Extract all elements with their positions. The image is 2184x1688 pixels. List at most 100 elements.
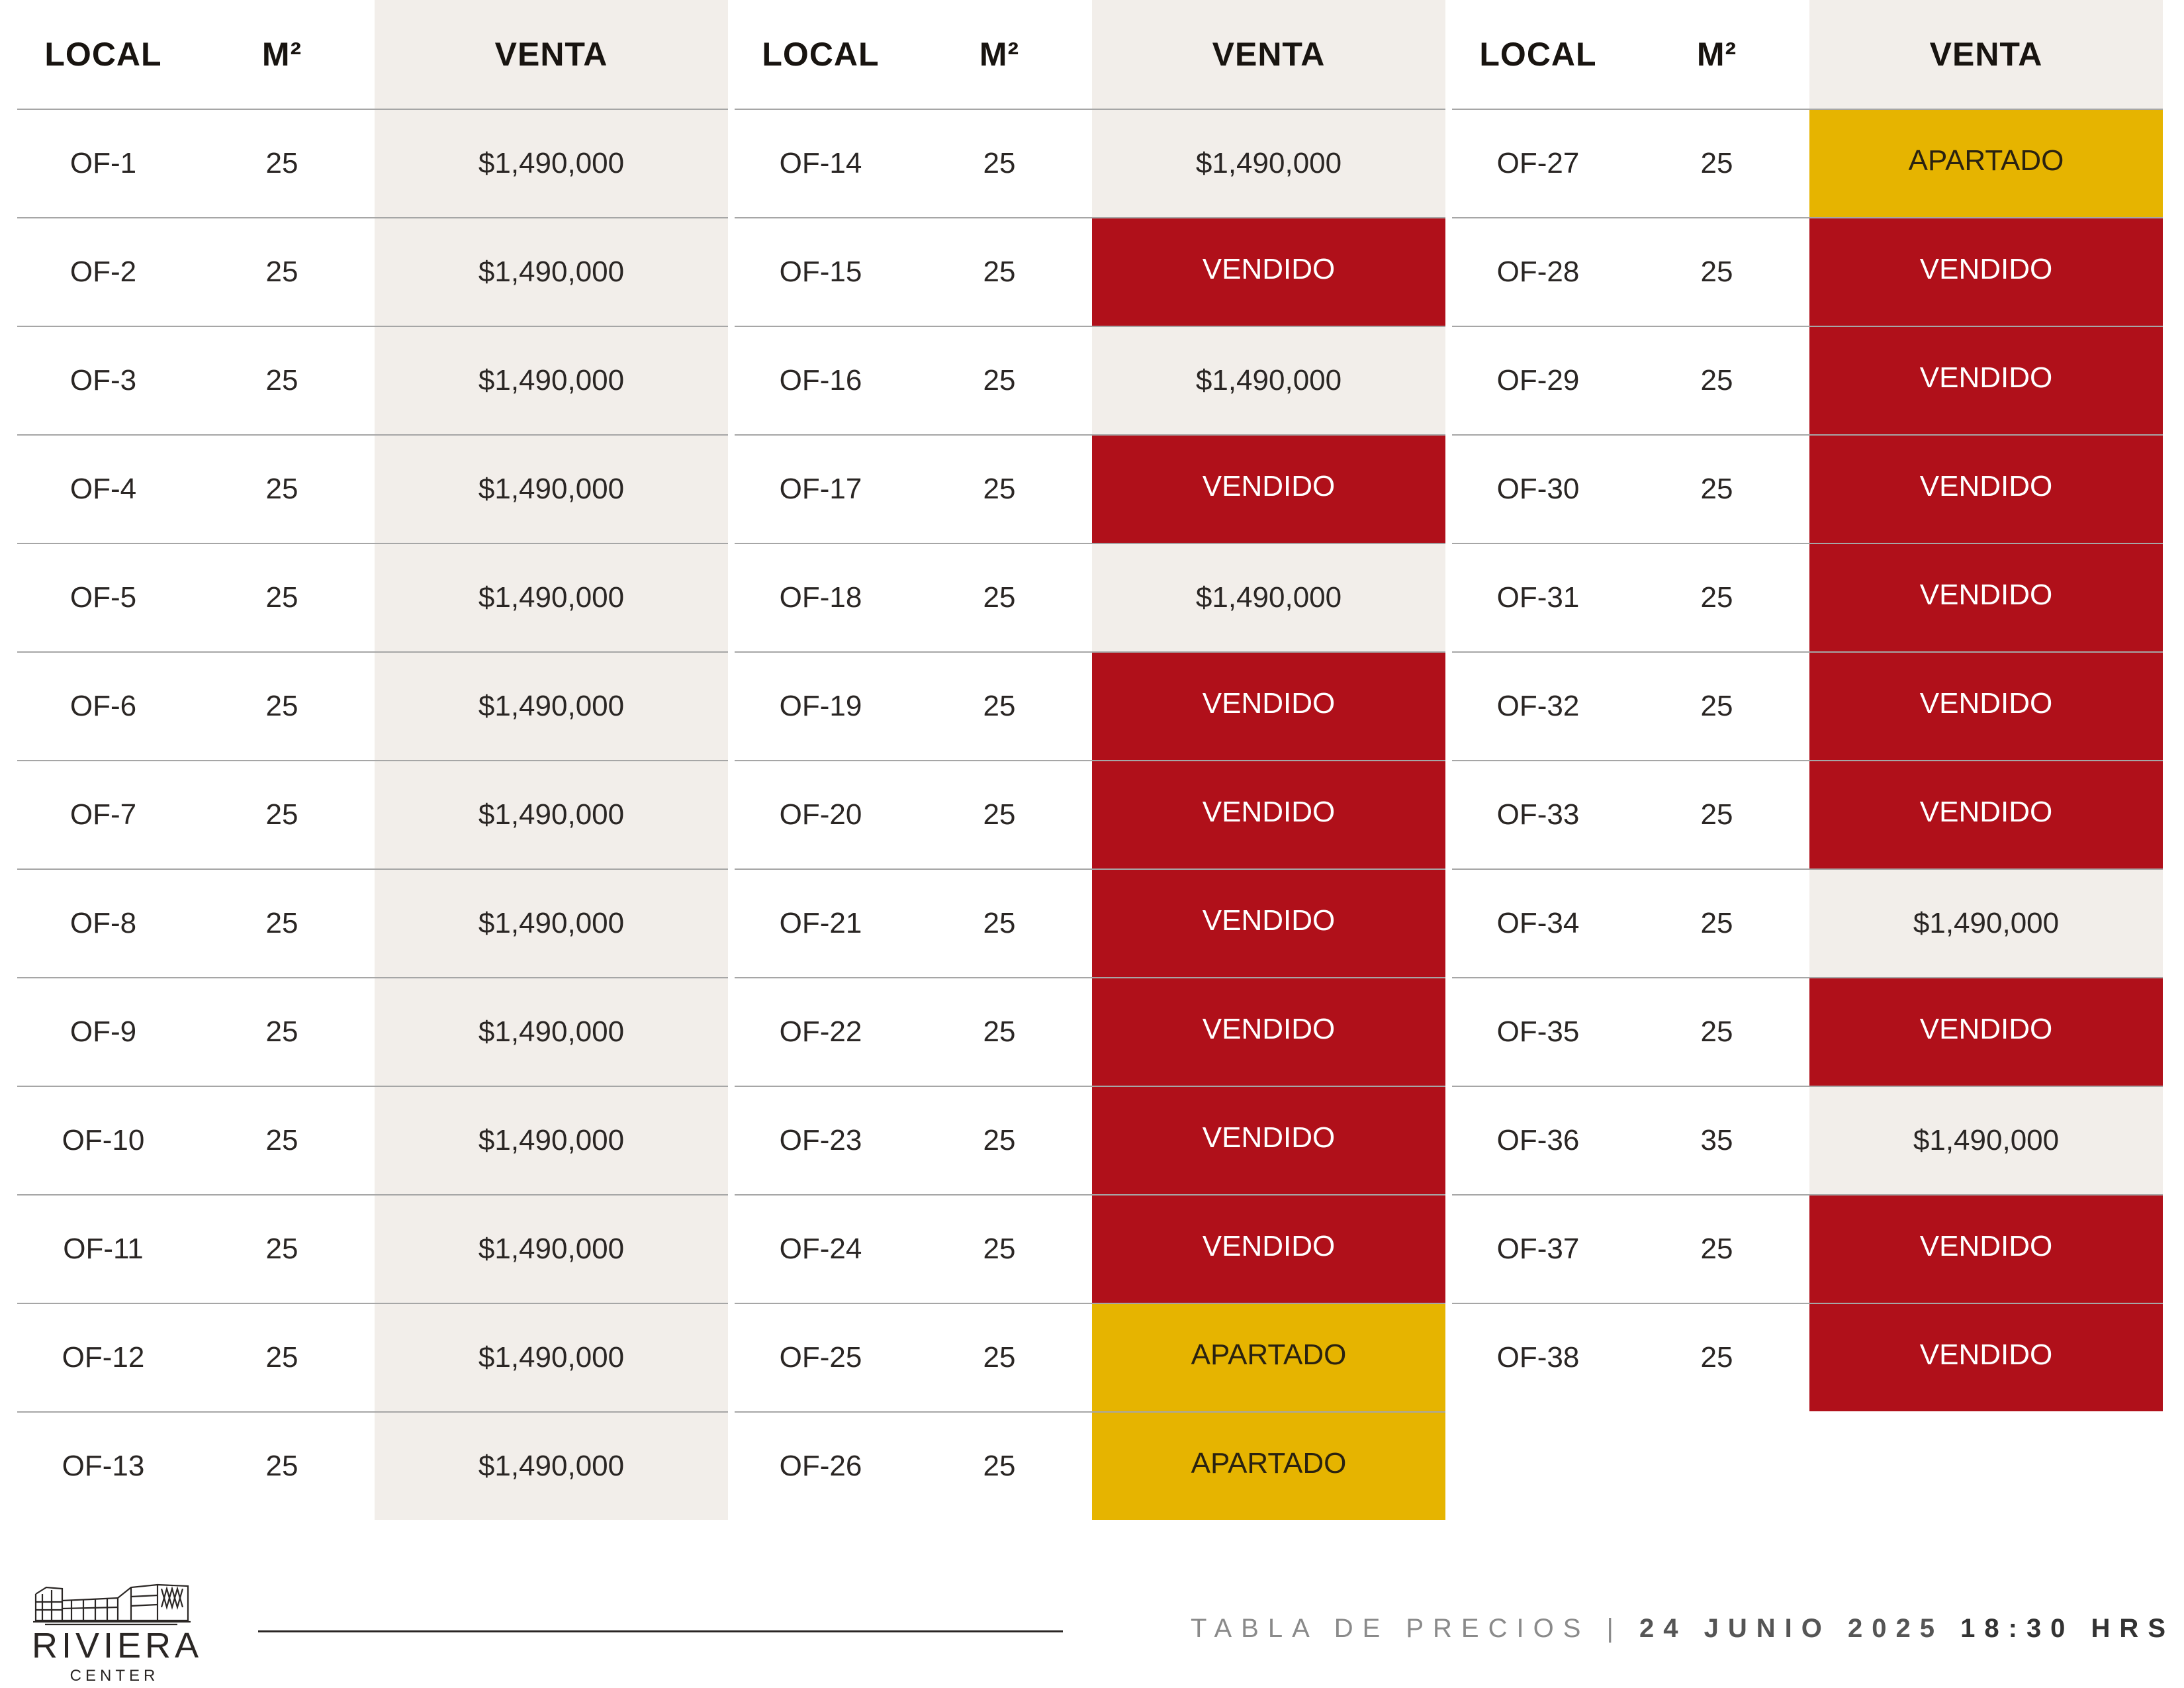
cell-local: OF-13 xyxy=(62,1450,145,1482)
cell-local: OF-22 xyxy=(779,1015,862,1048)
cell-m2: 25 xyxy=(1700,147,1733,179)
table-row: OF-32 25 VENDIDO xyxy=(1452,651,2163,760)
cell-m2: 25 xyxy=(983,581,1016,614)
price-table-3: LOCAL M² VENTA OF-27 25 APARTADO OF-28 25 VENDID… xyxy=(1452,0,2163,1520)
cell-status: VENDIDO xyxy=(1809,1196,2163,1303)
cell-local: OF-15 xyxy=(779,256,862,288)
cell-price: $1,490,000 xyxy=(375,544,728,651)
table-row: OF-18 25 $1,490,000 xyxy=(735,543,1445,651)
cell-local: OF-12 xyxy=(62,1341,145,1374)
cell-local: OF-18 xyxy=(779,581,862,614)
header-venta: VENTA xyxy=(1092,0,1445,109)
cell-status: VENDIDO xyxy=(1092,870,1445,977)
table-row: OF-21 25 VENDIDO xyxy=(735,868,1445,977)
table-row: OF-27 25 APARTADO xyxy=(1452,109,2163,217)
cell-status: VENDIDO xyxy=(1092,653,1445,760)
cell-local: OF-20 xyxy=(779,798,862,831)
table-row: OF-22 25 VENDIDO xyxy=(735,977,1445,1086)
price-table-2: LOCAL M² VENTA OF-14 25 $1,490,000 OF-15 25 VEND… xyxy=(735,0,1445,1520)
footer-label: TABLA DE PRECIOS xyxy=(1191,1614,1590,1643)
cell-price: $1,490,000 xyxy=(375,327,728,434)
cell-m2: 25 xyxy=(983,1341,1016,1374)
cell-m2: 35 xyxy=(1700,1124,1733,1156)
cell-m2: 25 xyxy=(1700,690,1733,722)
cell-local: OF-16 xyxy=(779,364,862,397)
table-row: OF-8 25 $1,490,000 xyxy=(17,868,728,977)
cell-m2: 25 xyxy=(983,1233,1016,1265)
cell-status: VENDIDO xyxy=(1809,761,2163,868)
cell-m2: 25 xyxy=(983,1124,1016,1156)
cell-local: OF-38 xyxy=(1496,1341,1580,1374)
cell-price: $1,490,000 xyxy=(375,870,728,977)
header-local: LOCAL xyxy=(1479,36,1597,73)
cell-m2: 25 xyxy=(265,1450,298,1482)
cell-price: $1,490,000 xyxy=(1092,110,1445,217)
cell-m2: 25 xyxy=(265,1233,298,1265)
cell-local: OF-37 xyxy=(1496,1233,1580,1265)
cell-status: VENDIDO xyxy=(1809,436,2163,543)
cell-local: OF-17 xyxy=(779,473,862,505)
footer-caption: TABLA DE PRECIOS | 24 JUNIO 2025 18:30 H… xyxy=(1191,1614,2175,1644)
cell-status: VENDIDO xyxy=(1809,978,2163,1086)
cell-price: $1,490,000 xyxy=(1809,1087,2163,1194)
cell-price: $1,490,000 xyxy=(375,1304,728,1411)
cell-status: VENDIDO xyxy=(1092,1087,1445,1194)
table-row: OF-19 25 VENDIDO xyxy=(735,651,1445,760)
cell-m2: 25 xyxy=(265,690,298,722)
table-row: OF-7 25 $1,490,000 xyxy=(17,760,728,868)
cell-status: VENDIDO xyxy=(1809,327,2163,434)
cell-local: OF-34 xyxy=(1496,907,1580,939)
cell-local: OF-4 xyxy=(69,473,137,505)
table-row: OF-15 25 VENDIDO xyxy=(735,217,1445,326)
cell-m2: 25 xyxy=(1700,798,1733,831)
cell-price: $1,490,000 xyxy=(375,978,728,1086)
cell-status: APARTADO xyxy=(1092,1413,1445,1520)
cell-m2: 25 xyxy=(265,256,298,288)
cell-status: VENDIDO xyxy=(1809,218,2163,326)
header-m2: M² xyxy=(261,36,302,73)
cell-status: VENDIDO xyxy=(1092,978,1445,1086)
cell-m2: 25 xyxy=(983,907,1016,939)
table-row: OF-26 25 APARTADO xyxy=(735,1411,1445,1520)
price-tables: LOCAL M² VENTA OF-1 25 $1,490,000 OF-2 25 $1,490… xyxy=(17,0,2163,1520)
cell-status: APARTADO xyxy=(1809,110,2163,217)
header-local: LOCAL xyxy=(44,36,162,73)
cell-local: OF-8 xyxy=(69,907,137,939)
table-row: OF-38 25 VENDIDO xyxy=(1452,1303,2163,1411)
cell-status: VENDIDO xyxy=(1809,544,2163,651)
cell-m2: 25 xyxy=(1700,581,1733,614)
cell-m2: 25 xyxy=(265,798,298,831)
cell-price: $1,490,000 xyxy=(1092,327,1445,434)
cell-local: OF-21 xyxy=(779,907,862,939)
cell-price: $1,490,000 xyxy=(375,110,728,217)
cell-m2: 25 xyxy=(1700,1233,1733,1265)
table-row: OF-23 25 VENDIDO xyxy=(735,1086,1445,1194)
cell-local: OF-33 xyxy=(1496,798,1580,831)
building-icon xyxy=(33,1583,191,1626)
table-row: OF-13 25 $1,490,000 xyxy=(17,1411,728,1520)
cell-m2: 25 xyxy=(265,581,298,614)
logo-subtitle: CENTER xyxy=(69,1667,159,1685)
cell-local: OF-6 xyxy=(69,690,137,722)
footer-divider xyxy=(258,1630,1063,1632)
cell-local: OF-14 xyxy=(779,147,862,179)
cell-price: $1,490,000 xyxy=(375,761,728,868)
cell-local: OF-23 xyxy=(779,1124,862,1156)
table-row: OF-36 35 $1,490,000 xyxy=(1452,1086,2163,1194)
cell-price: $1,490,000 xyxy=(375,1087,728,1194)
table-row: OF-6 25 $1,490,000 xyxy=(17,651,728,760)
cell-m2: 25 xyxy=(983,147,1016,179)
table-row: OF-1 25 $1,490,000 xyxy=(17,109,728,217)
cell-local: OF-35 xyxy=(1496,1015,1580,1048)
table-row: OF-20 25 VENDIDO xyxy=(735,760,1445,868)
cell-local: OF-36 xyxy=(1496,1124,1580,1156)
cell-m2: 25 xyxy=(983,798,1016,831)
cell-local: OF-31 xyxy=(1496,581,1580,614)
table-row: OF-25 25 APARTADO xyxy=(735,1303,1445,1411)
table-row: OF-28 25 VENDIDO xyxy=(1452,217,2163,326)
cell-price: $1,490,000 xyxy=(1809,870,2163,977)
header-m2: M² xyxy=(979,36,1020,73)
cell-price: $1,490,000 xyxy=(375,436,728,543)
table-row: OF-29 25 VENDIDO xyxy=(1452,326,2163,434)
cell-status: APARTADO xyxy=(1092,1304,1445,1411)
